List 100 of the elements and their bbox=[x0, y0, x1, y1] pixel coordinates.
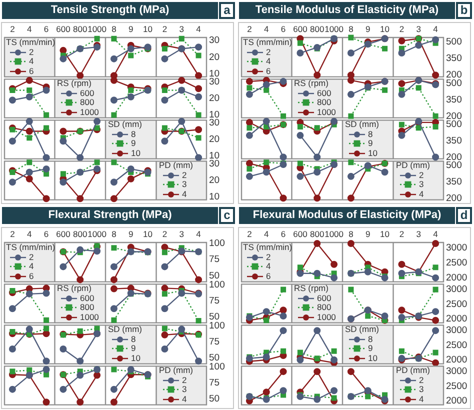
legend-label: 2 bbox=[266, 46, 271, 57]
x-tick-label: 8 bbox=[112, 24, 117, 34]
x-tick-label: 2 bbox=[162, 229, 168, 240]
x-tick-label: 6 bbox=[280, 229, 286, 240]
chart-title: Tensile Strength (MPa) bbox=[2, 2, 218, 19]
x-tick-label: 600 bbox=[293, 24, 308, 34]
x-tick-label: 800 bbox=[310, 24, 324, 34]
y-tick-label: 75 bbox=[209, 296, 220, 307]
x-tick-label: 1000 bbox=[88, 229, 107, 240]
y-tick-label: 2000 bbox=[446, 272, 468, 284]
legend-title: SD (mm) bbox=[108, 324, 142, 334]
x-tick-label: 2 bbox=[247, 229, 252, 240]
legend-label: 2 bbox=[29, 46, 34, 57]
chart-title: Flexural Strength (MPa) bbox=[2, 207, 218, 224]
x-tick-label: 800 bbox=[310, 229, 324, 240]
y-tick-label: 2500 bbox=[446, 298, 468, 310]
legend-label: 4 bbox=[29, 56, 34, 66]
y-tick-label: 100 bbox=[209, 280, 225, 291]
legend-label: 10 bbox=[368, 352, 378, 363]
x-tick-label: 4 bbox=[433, 24, 438, 34]
y-tick-label: 2500 bbox=[446, 380, 468, 392]
x-tick-label: 1000 bbox=[324, 229, 344, 240]
legend-title: SD (mm) bbox=[345, 119, 379, 130]
y-tick-label: 30 bbox=[209, 34, 220, 46]
x-tick-label: 1000 bbox=[88, 24, 107, 34]
y-tick-label: 3000 bbox=[446, 242, 468, 254]
x-tick-label: 6 bbox=[44, 24, 49, 34]
y-tick-label: 500 bbox=[446, 78, 462, 90]
legend-title: PD (mm) bbox=[396, 365, 430, 376]
legend-label: 1000 bbox=[80, 106, 99, 117]
legend-title: RS (rpm) bbox=[57, 283, 92, 294]
y-tick-label: 3000 bbox=[446, 325, 468, 336]
x-tick-label: 4 bbox=[264, 229, 270, 240]
legend-title: PD (mm) bbox=[159, 160, 193, 170]
x-tick-label: 9 bbox=[128, 24, 134, 34]
x-tick-label: 600 bbox=[56, 229, 71, 240]
legend-label: 600 bbox=[80, 88, 94, 98]
legend-label: 3 bbox=[182, 179, 187, 190]
x-tick-label: 800 bbox=[73, 24, 88, 34]
x-tick-label: 3 bbox=[416, 229, 422, 240]
legend-label: 600 bbox=[317, 88, 332, 98]
legend-label: 1000 bbox=[317, 106, 336, 117]
y-tick-label: 50 bbox=[209, 352, 220, 364]
x-tick-label: 2 bbox=[399, 229, 404, 240]
y-tick-label: 2500 bbox=[446, 258, 468, 269]
y-tick-label: 3000 bbox=[446, 366, 468, 378]
y-tick-label: 10 bbox=[209, 192, 220, 203]
x-tick-label: 8 bbox=[348, 24, 354, 34]
x-tick-label: 3 bbox=[416, 24, 422, 34]
x-tick-label: 6 bbox=[280, 24, 286, 34]
legend-label: 10 bbox=[131, 148, 140, 158]
y-tick-label: 2000 bbox=[446, 354, 468, 366]
legend-label: 2 bbox=[419, 374, 424, 385]
y-tick-label: 30 bbox=[209, 118, 220, 129]
x-tick-label: 4 bbox=[27, 24, 32, 34]
legend-label: 6 bbox=[266, 66, 271, 76]
y-tick-label: 350 bbox=[446, 53, 462, 64]
x-tick-label: 4 bbox=[196, 24, 202, 34]
y-tick-label: 100 bbox=[209, 362, 225, 373]
text: c bbox=[221, 208, 233, 222]
x-tick-label: 2 bbox=[10, 229, 16, 240]
x-tick-label: 2 bbox=[162, 24, 168, 34]
legend-label: 9 bbox=[131, 138, 136, 148]
y-tick-label: 350 bbox=[446, 94, 462, 106]
legend-label: 4 bbox=[182, 394, 187, 404]
x-tick-label: 10 bbox=[143, 229, 153, 240]
x-tick-label: 9 bbox=[366, 229, 371, 240]
x-tick-label: 3 bbox=[179, 229, 184, 240]
legend-label: 4 bbox=[182, 188, 187, 199]
y-tick-label: 500 bbox=[446, 36, 462, 48]
legend-label: 4 bbox=[266, 261, 271, 272]
y-tick-label: 200 bbox=[446, 70, 462, 81]
legend-label: 2 bbox=[182, 170, 187, 180]
legend-label: 9 bbox=[368, 343, 373, 354]
legend-label: 4 bbox=[266, 56, 271, 66]
x-tick-label: 4 bbox=[196, 229, 202, 240]
y-tick-label: 200 bbox=[446, 192, 462, 204]
y-tick-label: 75 bbox=[209, 254, 220, 266]
legend-label: 2 bbox=[266, 252, 271, 262]
x-tick-label: 4 bbox=[264, 24, 270, 34]
legend-label: 2 bbox=[419, 170, 424, 180]
x-tick-label: 9 bbox=[366, 24, 371, 34]
text: b bbox=[458, 3, 470, 17]
legend-title: RS (rpm) bbox=[294, 78, 330, 88]
chart-title: Flexural Modulus of Elasticity (MPa) bbox=[239, 207, 455, 224]
x-tick-label: 10 bbox=[380, 229, 390, 240]
y-tick-label: 50 bbox=[209, 312, 220, 323]
legend-label: 600 bbox=[317, 292, 332, 303]
y-tick-label: 2000 bbox=[446, 314, 468, 325]
legend-label: 2 bbox=[29, 252, 34, 262]
x-tick-label: 600 bbox=[293, 229, 308, 240]
legend-label: 3 bbox=[419, 179, 424, 190]
legend-label: 3 bbox=[419, 384, 424, 394]
legend-label: 6 bbox=[266, 270, 271, 281]
x-tick-label: 800 bbox=[73, 229, 88, 240]
legend-label: 800 bbox=[80, 302, 94, 312]
legend-title: TS (mm/min) bbox=[243, 242, 292, 252]
y-tick-label: 350 bbox=[446, 135, 462, 146]
y-tick-label: 75 bbox=[209, 336, 220, 348]
y-tick-label: 2000 bbox=[446, 396, 468, 407]
